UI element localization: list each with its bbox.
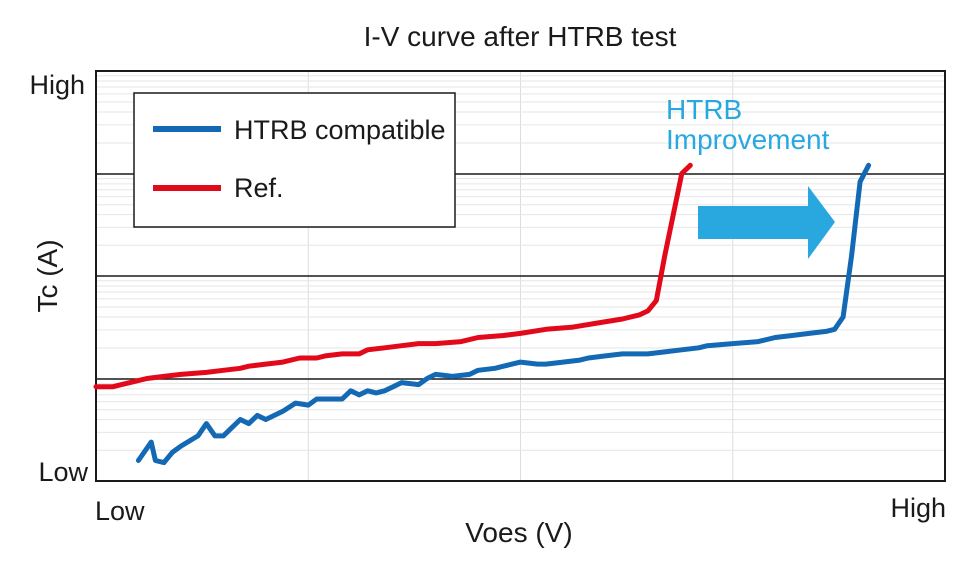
series-line-ref (93, 162, 693, 390)
legend-label-ref: Ref. (234, 173, 284, 203)
x-axis-label: Voes (V) (465, 517, 572, 548)
legend-label-htrb-compatible: HTRB compatible (234, 115, 446, 145)
y-tick-label-low: Low (38, 457, 88, 487)
annotation-text-line1: HTRB (666, 94, 742, 125)
legend-box (133, 92, 456, 228)
y-axis-label: Tc (A) (32, 239, 63, 312)
chart-title: I-V curve after HTRB test (364, 21, 677, 52)
annotation-text-line2: Improvement (666, 124, 830, 155)
x-tick-label-low: Low (95, 496, 145, 526)
legend: HTRB compatible Ref. (133, 92, 456, 228)
series-layer (93, 162, 872, 466)
plot-frame (95, 70, 946, 482)
improvement-annotation: HTRB Improvement (666, 94, 835, 259)
x-tick-label-high: High (890, 493, 946, 523)
y-tick-label-high: High (29, 70, 85, 100)
series-line-htrb-compatible (135, 162, 872, 466)
improvement-arrow-icon (698, 186, 835, 259)
